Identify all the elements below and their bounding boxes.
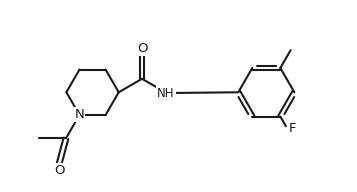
Text: N: N bbox=[75, 108, 84, 121]
Text: O: O bbox=[54, 164, 64, 177]
Text: F: F bbox=[289, 122, 296, 135]
Text: NH: NH bbox=[157, 87, 175, 99]
Text: O: O bbox=[137, 42, 147, 55]
